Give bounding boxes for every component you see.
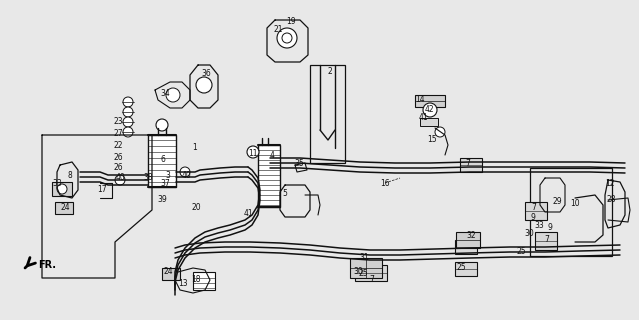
Text: 9: 9: [548, 223, 553, 233]
Text: 7: 7: [532, 204, 536, 212]
Text: 40: 40: [115, 173, 125, 182]
Text: 7: 7: [466, 158, 470, 167]
Text: 34: 34: [160, 90, 170, 99]
Text: 26: 26: [113, 154, 123, 163]
Text: 19: 19: [286, 18, 296, 27]
Text: 10: 10: [570, 198, 580, 207]
Text: 42: 42: [424, 106, 434, 115]
Text: 38: 38: [143, 173, 153, 182]
Text: 27: 27: [113, 129, 123, 138]
Text: 29: 29: [552, 197, 562, 206]
Text: 6: 6: [160, 156, 166, 164]
Bar: [415, 95, 445, 107]
Text: 24: 24: [163, 268, 173, 276]
Bar: [455, 262, 477, 276]
Text: 1: 1: [192, 143, 197, 153]
Text: 14: 14: [415, 95, 425, 105]
Bar: [55, 202, 73, 214]
Text: 39: 39: [157, 196, 167, 204]
Text: 3: 3: [166, 171, 171, 180]
Text: 25: 25: [456, 263, 466, 273]
Bar: [162, 268, 180, 280]
Circle shape: [123, 97, 133, 107]
Text: 8: 8: [68, 171, 72, 180]
Text: FR.: FR.: [38, 260, 56, 270]
Text: 18: 18: [191, 276, 201, 284]
Circle shape: [196, 77, 212, 93]
Text: 31: 31: [359, 253, 369, 262]
Text: 26: 26: [113, 164, 123, 172]
Circle shape: [123, 117, 133, 127]
Circle shape: [166, 88, 180, 102]
Circle shape: [123, 107, 133, 117]
Bar: [460, 158, 482, 172]
Text: 7: 7: [544, 236, 550, 244]
Circle shape: [115, 175, 125, 185]
Text: 35: 35: [294, 158, 304, 167]
Text: 32: 32: [466, 230, 476, 239]
Bar: [355, 265, 387, 281]
Text: 2: 2: [328, 68, 332, 76]
Text: 11: 11: [248, 148, 258, 157]
Bar: [350, 258, 382, 278]
Circle shape: [123, 127, 133, 137]
Text: 16: 16: [380, 179, 390, 188]
Text: 30: 30: [524, 228, 534, 237]
Text: 22: 22: [113, 140, 123, 149]
Text: 20: 20: [191, 204, 201, 212]
Bar: [420, 118, 438, 126]
Circle shape: [435, 127, 445, 137]
Bar: [148, 135, 176, 187]
Circle shape: [180, 167, 190, 177]
Text: 25: 25: [516, 247, 526, 257]
Bar: [258, 145, 280, 207]
Text: 4: 4: [270, 150, 274, 159]
Text: 13: 13: [178, 278, 188, 287]
Text: 40: 40: [181, 171, 191, 180]
Bar: [530, 168, 612, 256]
Text: 28: 28: [606, 196, 616, 204]
Text: 9: 9: [530, 213, 535, 222]
Text: 17: 17: [97, 186, 107, 195]
Circle shape: [156, 119, 168, 131]
Text: 15: 15: [427, 135, 437, 145]
Circle shape: [282, 33, 292, 43]
Bar: [193, 272, 215, 290]
Text: 33: 33: [52, 179, 62, 188]
Bar: [525, 202, 547, 220]
Bar: [310, 65, 345, 163]
Text: 37: 37: [160, 179, 170, 188]
Circle shape: [57, 184, 67, 194]
Bar: [535, 232, 557, 250]
Text: 33: 33: [534, 220, 544, 229]
Text: 24: 24: [60, 204, 70, 212]
Bar: [455, 240, 477, 254]
Bar: [52, 182, 72, 196]
Text: 21: 21: [273, 26, 282, 35]
Text: 7: 7: [369, 276, 374, 284]
Text: 5: 5: [282, 188, 288, 197]
Text: 30: 30: [353, 268, 363, 276]
Text: 41: 41: [418, 114, 428, 123]
Text: 36: 36: [201, 69, 211, 78]
Circle shape: [277, 28, 297, 48]
Circle shape: [247, 146, 259, 158]
Bar: [456, 232, 480, 248]
Circle shape: [423, 103, 437, 117]
Text: 23: 23: [113, 117, 123, 126]
Text: 41: 41: [243, 209, 253, 218]
Text: 12: 12: [605, 179, 615, 188]
Text: 25: 25: [358, 268, 368, 277]
